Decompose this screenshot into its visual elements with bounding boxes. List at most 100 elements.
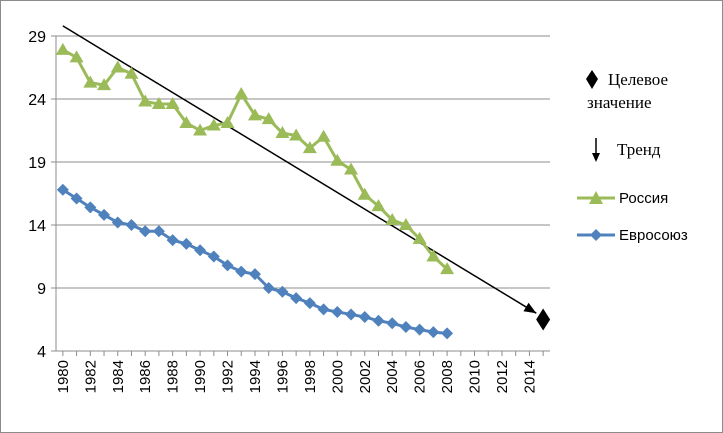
y-tick-label-9: 9 [37, 281, 46, 298]
legend-russia-marker [589, 191, 603, 204]
point-россия-2001 [344, 162, 359, 175]
point-евросоюз-1986 [139, 225, 152, 238]
legend-eu-marker [590, 229, 602, 241]
point-россия-1981 [69, 50, 84, 63]
trend-line-segment [62, 25, 537, 314]
x-tick-label-1982: 1982 [82, 360, 99, 393]
point-россия-1998 [302, 141, 317, 154]
point-россия-1992 [220, 115, 235, 128]
legend-trend-arrow-head [592, 153, 600, 162]
point-россия-2000 [330, 153, 345, 166]
x-tick-label-1980: 1980 [55, 360, 72, 393]
legend-item-eu: Евросоюз [577, 227, 688, 244]
x-tick-label-2002: 2002 [357, 360, 374, 393]
point-евросоюз-2000 [331, 305, 344, 318]
y-tick-label-4: 4 [37, 344, 46, 361]
axes [51, 35, 550, 356]
point-евросоюз-2006 [413, 323, 426, 336]
point-евросоюз-1989 [180, 237, 193, 250]
point-евросоюз-2002 [358, 310, 371, 323]
point-евросоюз-2004 [386, 317, 399, 330]
trend-line [62, 25, 537, 314]
point-евросоюз-1983 [98, 208, 111, 221]
point-евросоюз-1987 [152, 225, 165, 238]
point-евросоюз-1993 [235, 265, 248, 278]
point-евросоюз-1994 [248, 268, 261, 281]
y-tick-label-19: 19 [28, 155, 46, 172]
x-tick-label-2004: 2004 [384, 360, 401, 393]
point-евросоюз-1984 [111, 216, 124, 229]
point-евросоюз-1985 [125, 219, 138, 231]
point-евросоюз-2007 [427, 326, 440, 339]
point-евросоюз-1992 [221, 259, 234, 272]
point-евросоюз-1999 [317, 303, 330, 316]
x-tick-label-1990: 1990 [192, 360, 209, 393]
point-евросоюз-1995 [262, 282, 275, 294]
point-россия-1995 [261, 112, 276, 125]
point-россия-1985 [124, 66, 139, 79]
legend-trend-label: Тренд [617, 140, 661, 159]
point-россия-1988 [165, 97, 180, 110]
point-евросоюз-1998 [303, 297, 316, 310]
x-tick-label-1996: 1996 [274, 360, 291, 393]
legend-item-target: Целевое значение [586, 70, 668, 112]
point-евросоюз-1980 [56, 183, 69, 196]
point-россия-1994 [247, 108, 262, 121]
point-россия-1989 [179, 115, 194, 128]
point-евросоюз-1990 [194, 244, 207, 257]
legend-item-russia: Россия [577, 190, 668, 207]
point-евросоюз-2008 [441, 327, 454, 340]
point-россия-1997 [289, 128, 304, 141]
x-tick-label-1994: 1994 [247, 360, 264, 393]
y-tick-label-14: 14 [28, 218, 46, 235]
point-россия-1999 [316, 129, 331, 142]
x-tick-label-1986: 1986 [137, 360, 154, 393]
point-россия-2004 [385, 212, 400, 225]
legend-target-label-line2: значение [587, 93, 652, 112]
point-евросоюз-1982 [84, 201, 97, 214]
point-россия-1987 [151, 97, 166, 110]
x-tick-label-2010: 2010 [467, 360, 484, 393]
point-россия-2003 [371, 199, 386, 212]
point-евросоюз-1988 [166, 234, 179, 247]
legend-target-label-line1: Целевое [608, 70, 668, 89]
legend-item-trend: Тренд [592, 138, 661, 162]
legend-target-diamond [586, 70, 598, 89]
point-россия-2005 [398, 218, 413, 230]
point-евросоюз-2001 [345, 308, 358, 321]
point-россия-1982 [83, 75, 98, 88]
target-point-2015 [536, 308, 551, 331]
point-россия-1991 [206, 118, 221, 131]
point-евросоюз-1981 [70, 192, 83, 205]
point-евросоюз-1996 [276, 285, 289, 298]
x-tick-label-2008: 2008 [439, 360, 456, 393]
y-tick-labels: 4 9 14 19 24 29 [28, 29, 46, 361]
point-россия-1996 [275, 126, 290, 139]
y-tick-label-24: 24 [28, 92, 46, 109]
point-россия-1980 [55, 42, 70, 55]
point-россия-2002 [357, 187, 372, 200]
legend-eu-label: Евросоюз [619, 227, 688, 244]
point-россия-1986 [138, 94, 153, 107]
point-россия-1993 [234, 86, 249, 99]
series-line-россия [62, 48, 449, 271]
x-tick-label-2014: 2014 [521, 360, 538, 393]
legend-russia-label: Россия [619, 190, 668, 207]
point-россия-2007 [426, 249, 441, 262]
point-евросоюз-2003 [372, 314, 385, 327]
series-line-евросоюз [62, 188, 448, 335]
point-россия-1983 [97, 78, 112, 91]
point-россия-1990 [193, 123, 208, 136]
point-россия-2008 [440, 262, 455, 275]
x-tick-label-1992: 1992 [220, 360, 237, 393]
point-россия-2006 [412, 231, 427, 244]
series-markers [55, 42, 455, 340]
x-tick-label-1998: 1998 [302, 360, 319, 393]
point-россия-1984 [110, 60, 125, 73]
trend-arrow-head [523, 302, 537, 314]
x-tick-label-2012: 2012 [494, 360, 511, 393]
target-marker-group [536, 308, 551, 331]
point-евросоюз-1997 [290, 292, 303, 305]
x-tick-label-2000: 2000 [329, 360, 346, 393]
y-tick-label-29: 29 [28, 29, 46, 46]
